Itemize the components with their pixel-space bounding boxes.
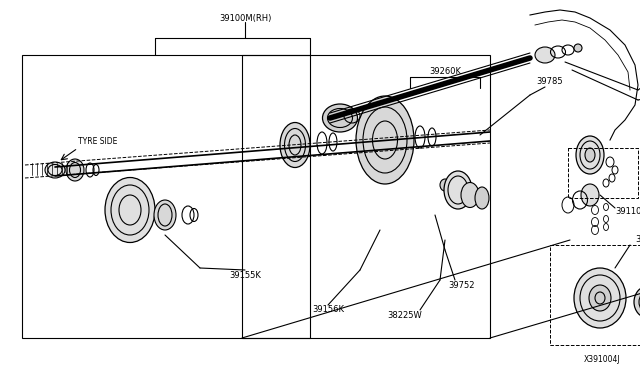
- Ellipse shape: [105, 177, 155, 243]
- Ellipse shape: [576, 136, 604, 174]
- Ellipse shape: [154, 200, 176, 230]
- Text: 39110A: 39110A: [615, 208, 640, 217]
- Ellipse shape: [461, 183, 479, 208]
- Text: 39156K: 39156K: [312, 305, 344, 314]
- Ellipse shape: [66, 159, 84, 181]
- Text: 39155K: 39155K: [229, 270, 261, 279]
- Ellipse shape: [356, 96, 414, 184]
- Ellipse shape: [589, 285, 611, 311]
- Text: 39100M(RH): 39100M(RH): [219, 13, 271, 22]
- Text: 38225W: 38225W: [388, 311, 422, 320]
- Ellipse shape: [574, 44, 582, 52]
- Ellipse shape: [535, 47, 555, 63]
- Ellipse shape: [280, 122, 310, 167]
- Ellipse shape: [581, 184, 599, 206]
- Text: X391004J: X391004J: [584, 356, 620, 365]
- Bar: [22, 55, 310, 338]
- Text: TYRE SIDE: TYRE SIDE: [78, 138, 117, 147]
- Ellipse shape: [585, 148, 595, 162]
- Ellipse shape: [574, 268, 626, 328]
- Text: 39110J: 39110J: [636, 235, 640, 244]
- Text: 39785: 39785: [537, 77, 563, 87]
- Ellipse shape: [45, 162, 65, 178]
- Bar: [242, 55, 490, 338]
- Ellipse shape: [323, 104, 358, 132]
- Bar: [550, 245, 640, 345]
- Text: 39752: 39752: [449, 280, 476, 289]
- Text: 39260K: 39260K: [429, 67, 461, 77]
- Bar: [568, 148, 638, 198]
- Ellipse shape: [444, 171, 472, 209]
- Ellipse shape: [475, 187, 489, 209]
- Ellipse shape: [440, 179, 450, 191]
- Ellipse shape: [634, 286, 640, 318]
